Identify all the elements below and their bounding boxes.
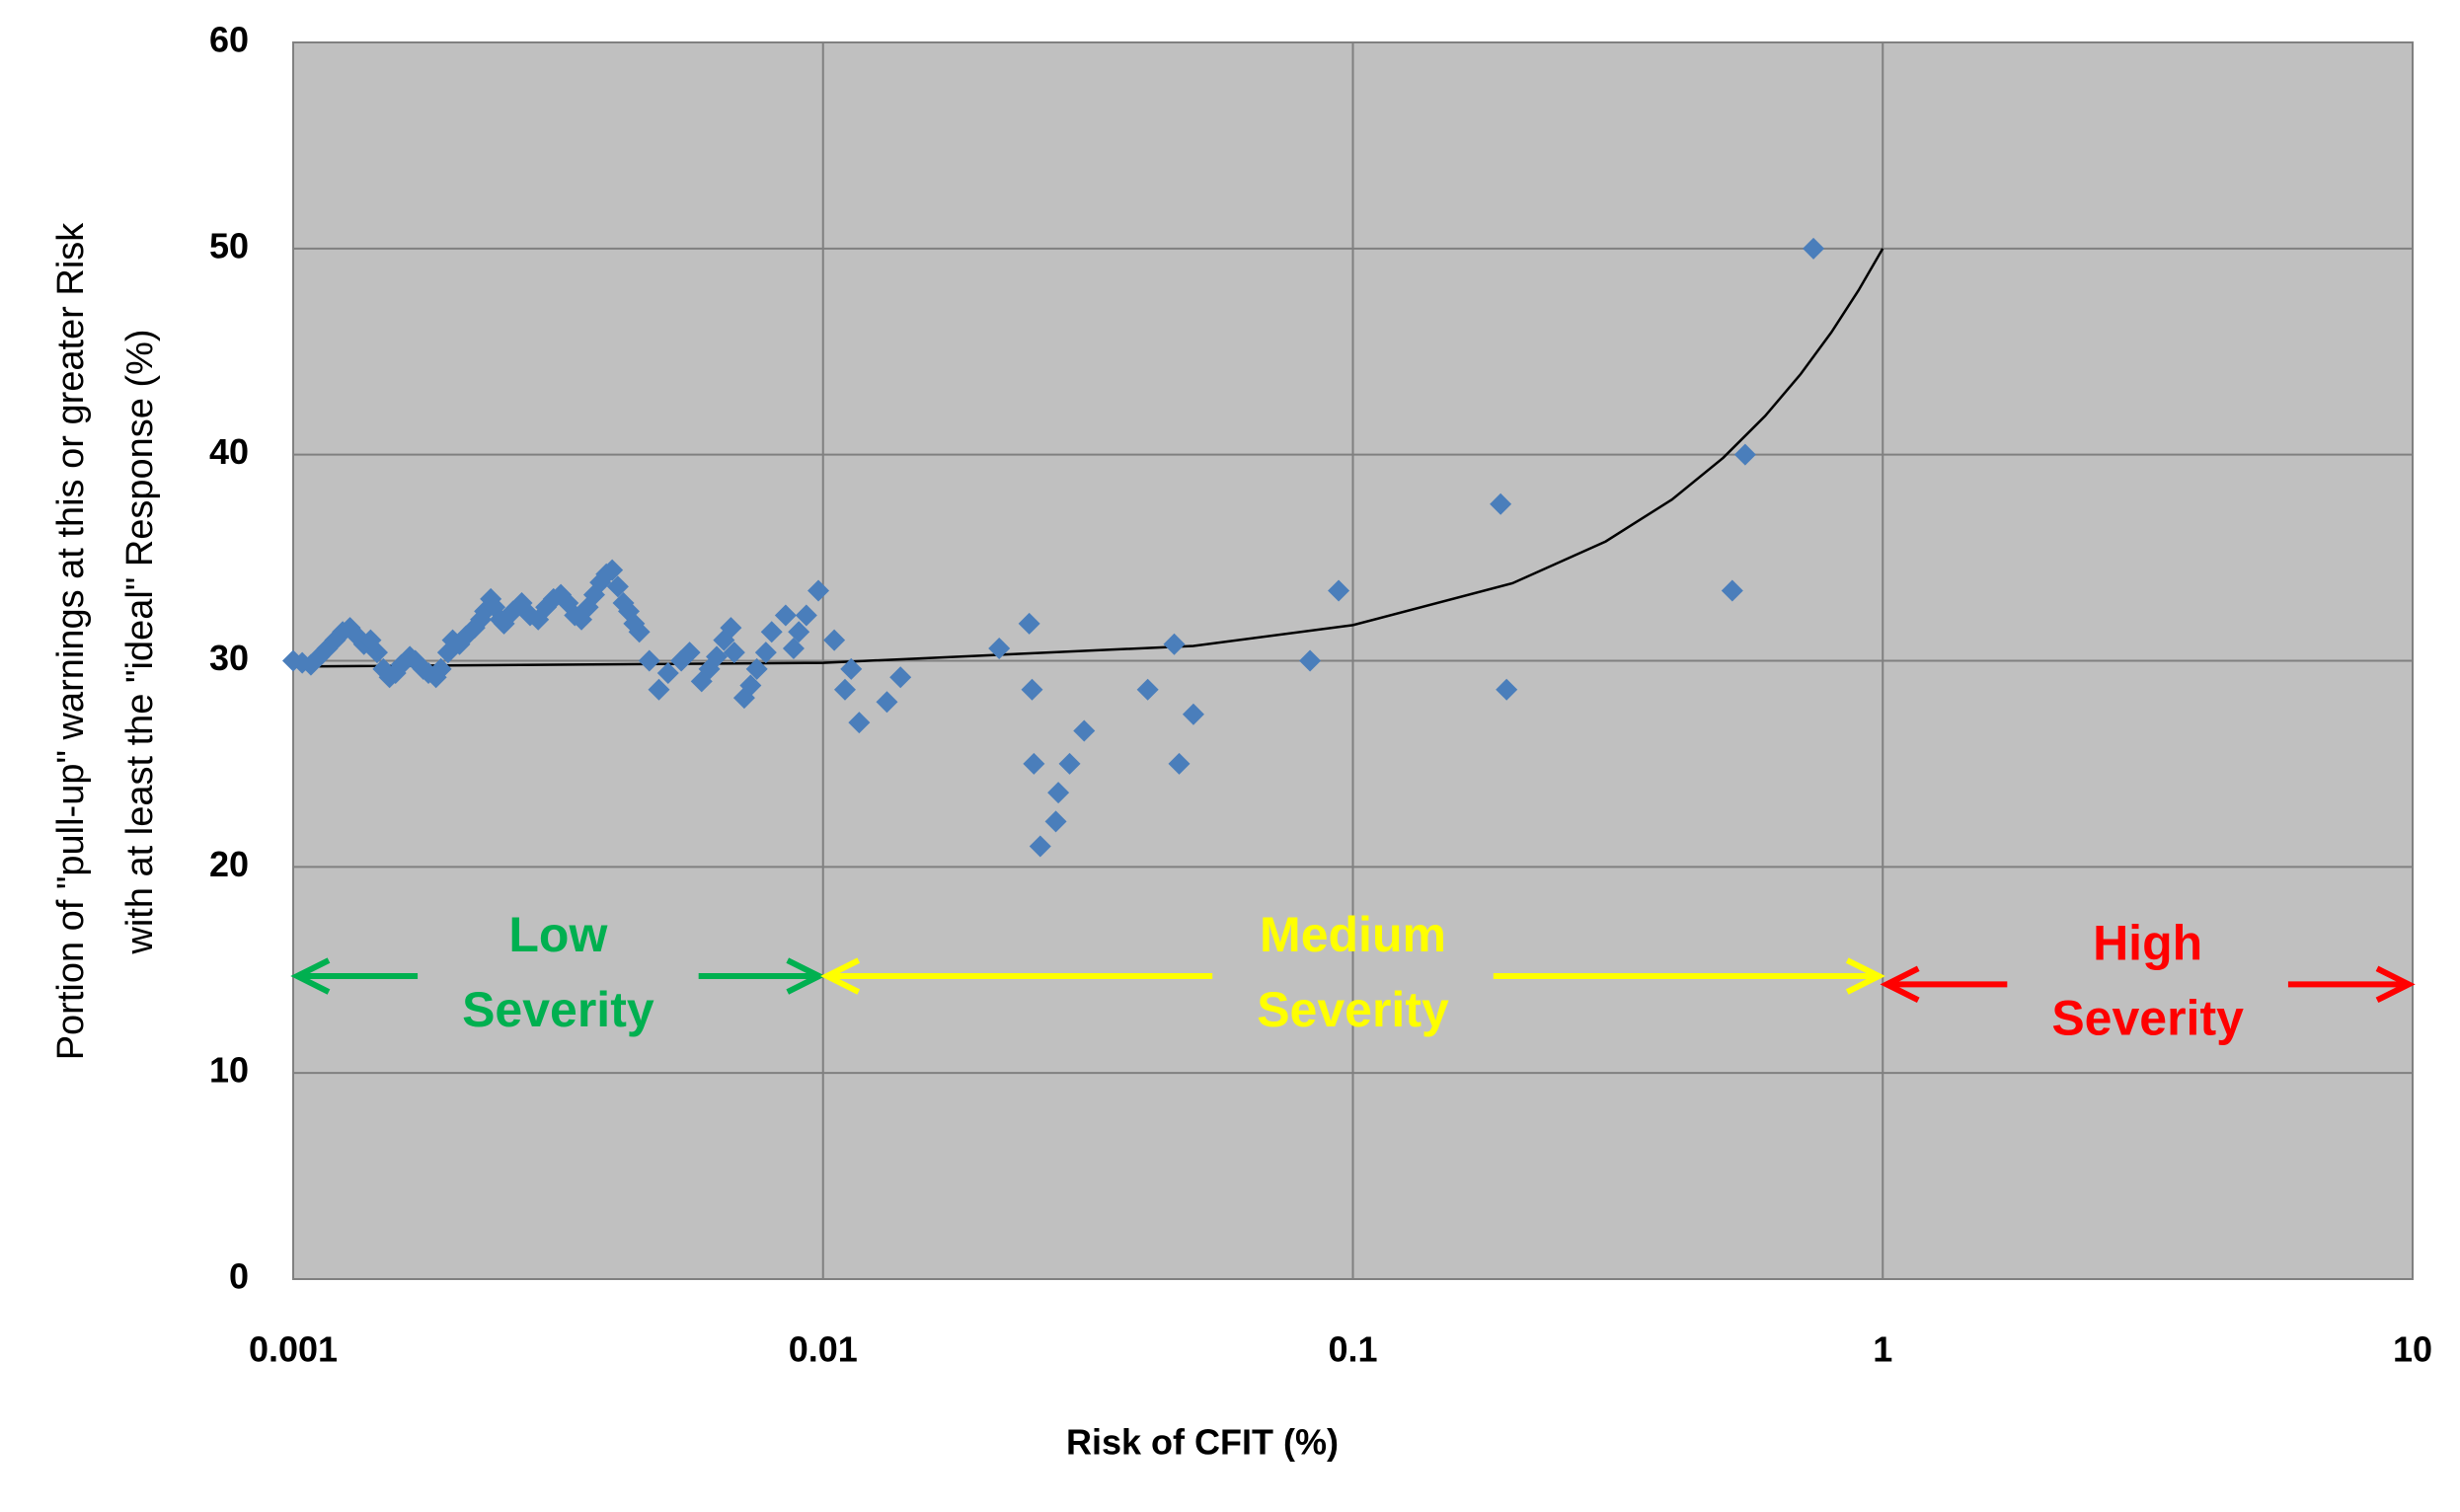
point	[720, 617, 742, 640]
point	[1018, 612, 1040, 635]
y-tick-label: 20	[209, 844, 249, 884]
x-tick-label: 0.01	[789, 1329, 858, 1370]
y-tick-label: 0	[229, 1256, 249, 1297]
arrow-head	[290, 957, 331, 995]
point	[840, 657, 863, 680]
point	[745, 657, 768, 680]
annotation-text: Severity	[1257, 982, 1449, 1037]
y-tick-label: 40	[209, 431, 249, 472]
point	[366, 642, 389, 664]
point	[1073, 719, 1096, 742]
point	[1021, 678, 1043, 701]
x-tick-label: 0.001	[249, 1329, 338, 1370]
point	[1721, 579, 1743, 602]
annotation-text: Severity	[462, 982, 654, 1037]
point	[848, 712, 871, 734]
point	[782, 637, 805, 659]
arrow-head	[1845, 957, 1885, 995]
point	[1023, 752, 1045, 775]
point	[1490, 492, 1512, 515]
point	[1047, 782, 1070, 804]
arrow-head	[820, 957, 861, 995]
point	[739, 674, 762, 697]
arrow-head	[786, 957, 826, 995]
y-tick-label: 50	[209, 225, 249, 265]
point	[723, 642, 745, 664]
annotation-text: Low	[508, 907, 607, 962]
point	[1058, 752, 1081, 775]
trend-line	[292, 248, 1884, 668]
point	[638, 649, 660, 672]
x-tick-label: 10	[2393, 1329, 2432, 1370]
y-axis-label: Portion of "pull-up" warnings at this or…	[50, 222, 161, 1061]
x-tick-label: 0.1	[1328, 1329, 1377, 1370]
point	[795, 604, 817, 627]
point	[1029, 835, 1051, 858]
point	[760, 621, 783, 643]
point	[1044, 810, 1067, 833]
point	[628, 621, 651, 643]
annotation-text: Severity	[2051, 991, 2244, 1046]
x-axis-label: Risk of CFIT (%)	[1066, 1422, 1339, 1463]
point	[774, 604, 797, 627]
point	[988, 637, 1011, 659]
point	[788, 621, 810, 643]
y-axis-label-line: with at least the "ideal" Response (%)	[119, 329, 161, 954]
arrow-head	[2375, 965, 2416, 1004]
annotation-arrow	[290, 957, 826, 995]
point	[1496, 678, 1518, 701]
y-axis-label-line: Portion of "pull-up" warnings at this or…	[50, 222, 92, 1061]
point	[823, 629, 846, 651]
point	[429, 657, 452, 680]
point	[833, 678, 856, 701]
y-tick-label: 60	[209, 20, 249, 60]
y-tick-label: 10	[209, 1050, 249, 1091]
point	[601, 559, 624, 581]
x-tick-label: 1	[1873, 1329, 1892, 1370]
point	[678, 642, 701, 664]
point	[1163, 633, 1186, 655]
point	[706, 645, 729, 668]
point	[1136, 678, 1159, 701]
arrow-head	[1880, 965, 1920, 1004]
annotation-text: Medium	[1260, 907, 1446, 962]
point	[1168, 752, 1191, 775]
point	[656, 662, 679, 685]
annotation-text: High	[2093, 916, 2202, 971]
annotation-arrow	[820, 957, 1885, 995]
point	[1733, 443, 1756, 466]
point	[648, 678, 670, 701]
point	[1328, 579, 1350, 602]
point	[807, 579, 830, 602]
point	[1182, 703, 1204, 725]
point	[1299, 649, 1322, 672]
point	[606, 575, 629, 598]
point	[754, 642, 777, 664]
point	[889, 666, 912, 689]
annotation-arrow	[1880, 965, 2416, 1004]
y-tick-label: 30	[209, 638, 249, 678]
point	[1803, 237, 1825, 260]
point	[876, 691, 898, 714]
